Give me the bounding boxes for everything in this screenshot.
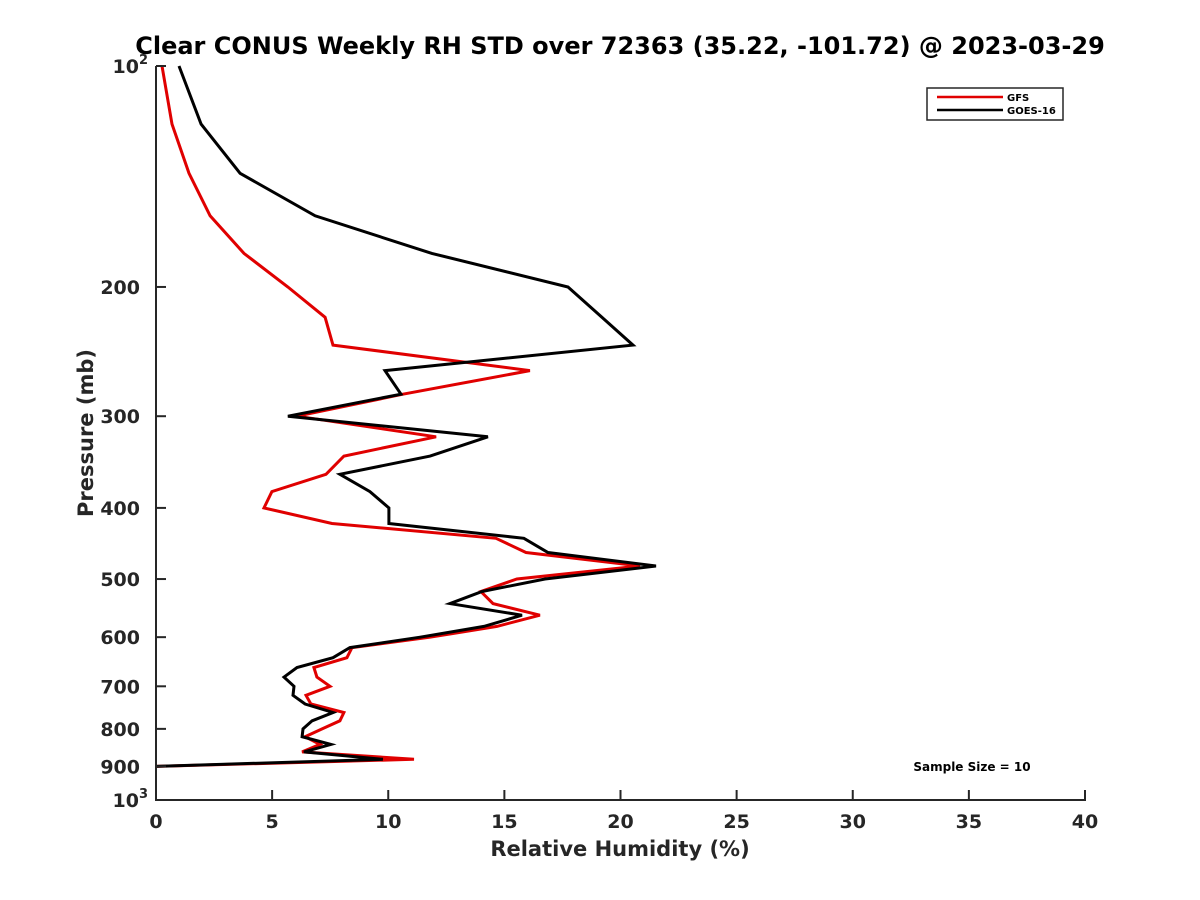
y-tick-label: 900: [100, 756, 140, 778]
legend-label-gfs: GFS: [1007, 93, 1029, 104]
y-tick-label: 102: [113, 53, 149, 78]
x-tick-label: 35: [956, 811, 982, 833]
x-tick-label: 25: [723, 811, 749, 833]
x-axis-label: Relative Humidity (%): [490, 837, 749, 861]
legend-box: [926, 87, 1064, 121]
y-tick-label: 600: [100, 627, 140, 649]
sample-size-annotation: Sample Size = 10: [913, 760, 1030, 774]
x-tick-label: 20: [607, 811, 633, 833]
y-tick-label: 500: [100, 569, 140, 591]
y-tick-label: 200: [100, 277, 140, 299]
legend-label-goes16: GOES-16: [1007, 106, 1056, 117]
y-ticks: 102 200 300 400 500 600 700 800 900 103: [100, 53, 166, 812]
x-tick-label: 30: [840, 811, 866, 833]
x-tick-label: 10: [375, 811, 401, 833]
x-tick-label: 0: [149, 811, 162, 833]
x-tick-label: 15: [491, 811, 517, 833]
x-ticks: 0 5 10 15 20 25 30 35 40: [149, 790, 1098, 833]
x-tick-label: 5: [266, 811, 279, 833]
y-tick-label: 800: [100, 719, 140, 741]
plot-lines: [155, 65, 657, 768]
y-tick-label: 103: [113, 787, 149, 812]
legend: GFS GOES-16: [926, 87, 1064, 121]
chart-title: Clear CONUS Weekly RH STD over 72363 (35…: [135, 32, 1105, 60]
y-axis-label: Pressure (mb): [74, 349, 98, 517]
y-tick-label: 400: [100, 498, 140, 520]
y-tick-label: 700: [100, 676, 140, 698]
series-line-gfs: [155, 65, 641, 768]
series-line-goes-16: [155, 65, 657, 768]
y-tick-label: 300: [100, 406, 140, 428]
x-tick-label: 40: [1072, 811, 1098, 833]
